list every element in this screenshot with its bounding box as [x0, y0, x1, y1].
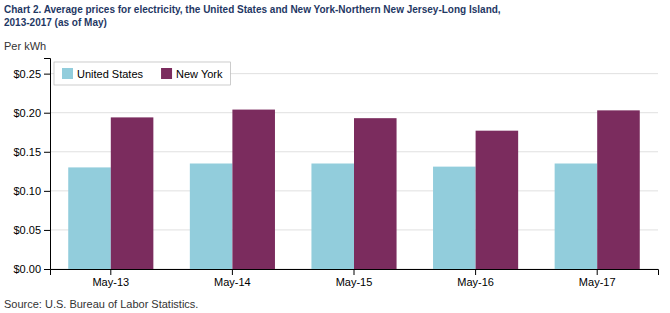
bar [555, 164, 598, 270]
y-tick-mark [44, 113, 50, 114]
x-axis: May-13 May-14 May-15 May-16 May-17 [51, 269, 659, 288]
legend: United States New York [54, 62, 231, 85]
source: Source: U.S. Bureau of Labor Statistics. [4, 298, 198, 310]
y-tick: $0.00 [13, 263, 50, 275]
x-tick: May-14 [214, 269, 251, 288]
x-tick: May-13 [92, 269, 129, 288]
title: Chart 2. Average prices for electricity,… [4, 4, 501, 28]
y-tick-mark [44, 269, 50, 270]
y-tick-label: $0.10 [13, 185, 41, 197]
y-tick: $0.05 [13, 224, 50, 236]
y-tick-label: $0.20 [13, 107, 41, 119]
legend-label: United States [77, 68, 144, 80]
y-tick-label: $0.05 [13, 224, 41, 236]
y-tick: $0.25 [13, 68, 50, 80]
series [111, 110, 640, 269]
bars [68, 110, 640, 269]
y-tick: $0.10 [13, 185, 50, 197]
legend-frame [54, 62, 231, 85]
y-axis-line [44, 59, 51, 270]
x-tick-mark [597, 269, 598, 275]
x-axis-line [51, 270, 659, 276]
y-axis-label: Per kWh [4, 40, 46, 52]
grid-line [50, 112, 658, 113]
x-tick-mark [354, 269, 355, 275]
y-tick: $0.15 [13, 146, 50, 158]
x-tick-mark [475, 269, 476, 275]
bar [311, 164, 354, 270]
legend-swatch [62, 68, 73, 79]
x-tick: May-16 [457, 269, 494, 288]
bar [597, 110, 640, 269]
legend-label: New York [176, 68, 223, 80]
chart: Chart 2. Average prices for electricity,… [0, 0, 670, 313]
y-axis: $0.00 $0.05 $0.10 $0.15 $0.20 $0.25 [13, 59, 50, 276]
plot: $0.00$0.05$0.10$0.15$0.20$0.25May-13May-… [13, 59, 658, 288]
x-tick-label: May-13 [92, 276, 129, 288]
x-tick-label: May-14 [214, 276, 251, 288]
bar [111, 117, 154, 269]
bar [354, 118, 397, 269]
y-tick-mark [44, 230, 50, 231]
legend-swatch [161, 68, 172, 79]
x-tick-mark [232, 269, 233, 275]
x-tick-mark [110, 269, 111, 275]
y-tick-label: $0.15 [13, 146, 41, 158]
grid [50, 74, 658, 269]
bar [232, 110, 275, 269]
y-tick-label: $0.25 [13, 68, 41, 80]
x-tick-label: May-17 [579, 276, 616, 288]
y-tick-label: $0.00 [13, 263, 41, 275]
x-tick: May-15 [336, 269, 373, 288]
y-tick: $0.20 [13, 107, 50, 119]
title-line: 2013-2017 (as of May) [4, 17, 107, 28]
y-tick-mark [44, 74, 50, 75]
y-tick-mark [44, 191, 50, 192]
bar [476, 131, 519, 269]
title-line: Chart 2. Average prices for electricity,… [4, 4, 501, 15]
y-tick-mark [44, 152, 50, 153]
bar [68, 167, 111, 269]
x-tick-label: May-15 [336, 276, 373, 288]
x-tick: May-17 [579, 269, 616, 288]
x-tick-label: May-16 [457, 276, 494, 288]
bar [190, 164, 233, 270]
bar [433, 167, 476, 269]
